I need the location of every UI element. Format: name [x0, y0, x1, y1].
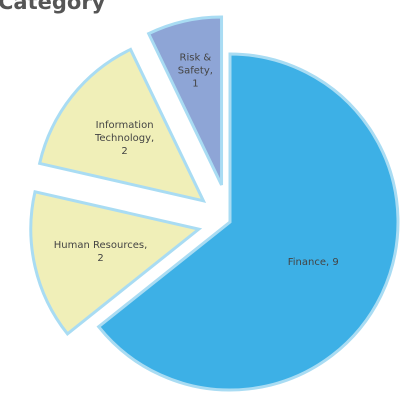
data-label: Human Resources, 2 [54, 240, 148, 264]
pie-slice [29, 189, 203, 336]
chart-title: Category [0, 0, 106, 14]
data-label-line: Human Resources, [54, 240, 148, 251]
data-label-line: 2 [121, 146, 127, 157]
pie-slice [37, 47, 207, 203]
data-label: Information Technology, 2 [94, 120, 154, 157]
data-label: Risk & Safety, 1 [178, 52, 213, 89]
data-label-line: 2 [97, 253, 103, 264]
data-label-line: Technology, [94, 133, 154, 144]
data-label-line: Safety, [178, 65, 213, 76]
data-label: Finance, 9 [288, 257, 339, 268]
data-label-line: Risk & [180, 52, 212, 63]
pie-slice [146, 15, 224, 186]
pie-slice [96, 52, 400, 392]
data-label-line: Information [96, 120, 154, 131]
data-label-line: Finance, 9 [288, 257, 339, 268]
data-label-line: 1 [192, 78, 198, 89]
